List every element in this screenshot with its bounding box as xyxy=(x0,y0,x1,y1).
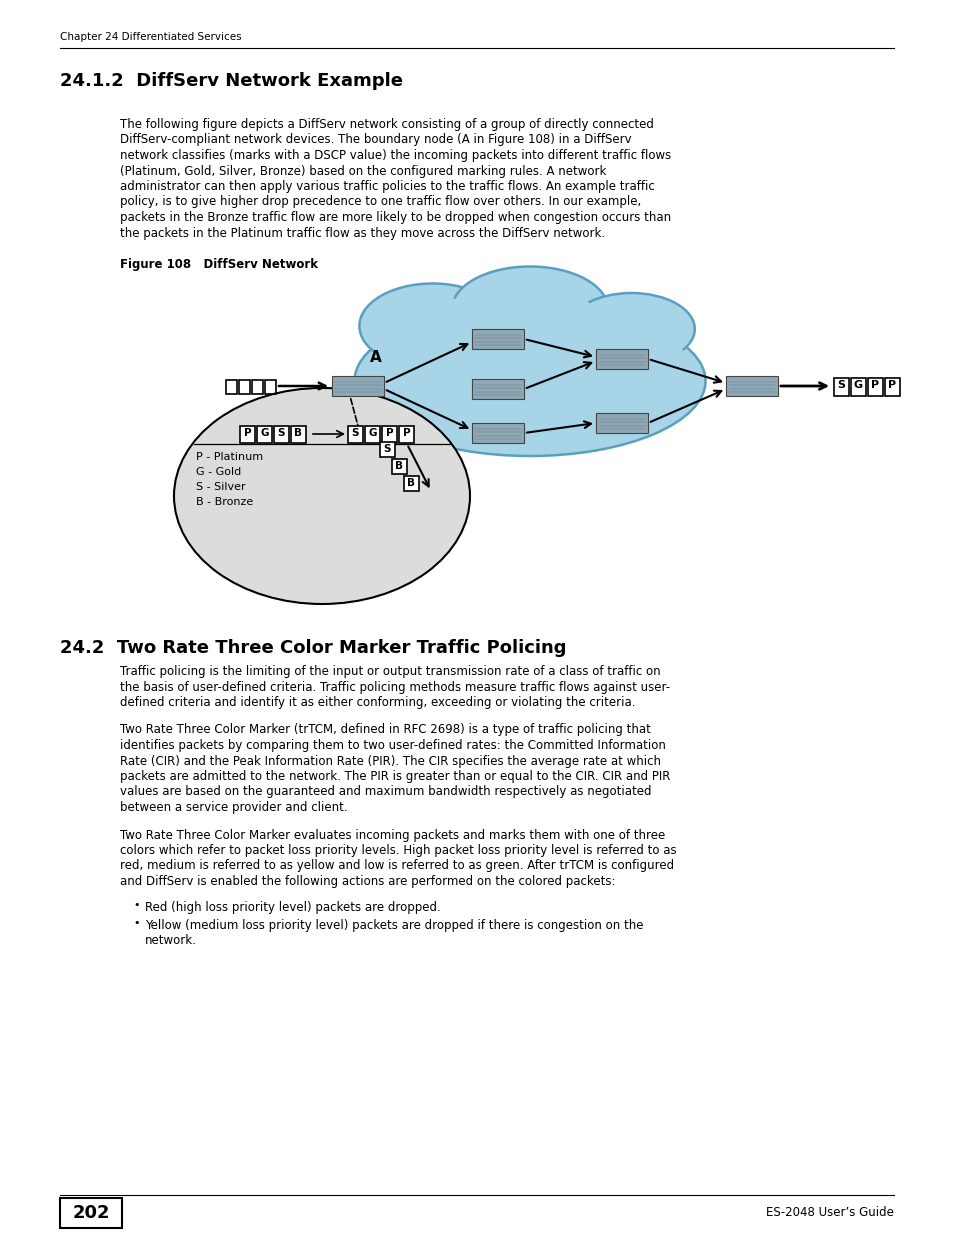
Text: P - Platinum: P - Platinum xyxy=(195,452,263,462)
Bar xyxy=(332,375,384,396)
Bar xyxy=(256,426,272,443)
Text: P: P xyxy=(243,429,251,438)
Text: B: B xyxy=(294,429,302,438)
Text: network classifies (marks with a DSCP value) the incoming packets into different: network classifies (marks with a DSCP va… xyxy=(120,149,671,162)
Text: G: G xyxy=(853,380,862,390)
Text: Yellow (medium loss priority level) packets are dropped if there is congestion o: Yellow (medium loss priority level) pack… xyxy=(145,919,643,931)
Text: packets in the Bronze traffic flow are more likely to be dropped when congestion: packets in the Bronze traffic flow are m… xyxy=(120,211,670,224)
Text: policy, is to give higher drop precedence to one traffic flow over others. In ou: policy, is to give higher drop precedenc… xyxy=(120,195,640,209)
Text: G: G xyxy=(368,429,376,438)
Bar xyxy=(291,426,306,443)
Text: S - Silver: S - Silver xyxy=(195,482,245,492)
Bar xyxy=(60,1198,122,1228)
Text: red, medium is referred to as yellow and low is referred to as green. After trTC: red, medium is referred to as yellow and… xyxy=(120,860,674,872)
Text: Traffic policing is the limiting of the input or output transmission rate of a c: Traffic policing is the limiting of the … xyxy=(120,664,659,678)
Text: defined criteria and identify it as either conforming, exceeding or violating th: defined criteria and identify it as eith… xyxy=(120,697,635,709)
Ellipse shape xyxy=(374,296,491,366)
Text: P: P xyxy=(385,429,393,438)
Text: B: B xyxy=(395,461,403,471)
Bar xyxy=(596,412,647,433)
Ellipse shape xyxy=(359,311,700,451)
Text: packets are admitted to the network. The PIR is greater than or equal to the CIR: packets are admitted to the network. The… xyxy=(120,769,670,783)
Bar xyxy=(226,380,236,394)
Text: values are based on the guaranteed and maximum bandwidth respectively as negotia: values are based on the guaranteed and m… xyxy=(120,785,651,799)
Bar xyxy=(392,459,407,474)
Bar xyxy=(265,380,275,394)
Bar xyxy=(884,378,899,396)
Bar xyxy=(348,426,363,443)
Text: administrator can then apply various traffic policies to the traffic flows. An e: administrator can then apply various tra… xyxy=(120,180,654,193)
Text: G - Gold: G - Gold xyxy=(195,467,241,477)
Text: identifies packets by comparing them to two user-defined rates: the Committed In: identifies packets by comparing them to … xyxy=(120,739,665,752)
Bar xyxy=(833,378,848,396)
Text: 24.1.2  DiffServ Network Example: 24.1.2 DiffServ Network Example xyxy=(60,72,402,90)
Ellipse shape xyxy=(355,306,705,456)
Ellipse shape xyxy=(582,306,679,366)
Bar xyxy=(379,442,395,457)
Bar xyxy=(365,426,379,443)
Text: 24.2  Two Rate Three Color Marker Traffic Policing: 24.2 Two Rate Three Color Marker Traffic… xyxy=(60,638,566,657)
Bar xyxy=(850,378,865,396)
Text: and DiffServ is enabled the following actions are performed on the colored packe: and DiffServ is enabled the following ac… xyxy=(120,876,615,888)
Bar xyxy=(274,426,289,443)
Text: the packets in the Platinum traffic flow as they move across the DiffServ networ: the packets in the Platinum traffic flow… xyxy=(120,226,604,240)
Bar xyxy=(381,426,396,443)
Bar xyxy=(472,424,523,443)
Text: S: S xyxy=(277,429,285,438)
Text: Two Rate Three Color Marker evaluates incoming packets and marks them with one o: Two Rate Three Color Marker evaluates in… xyxy=(120,829,664,841)
Text: The following figure depicts a DiffServ network consisting of a group of directl: The following figure depicts a DiffServ … xyxy=(120,119,653,131)
Text: DiffServ-compliant network devices. The boundary node (A in Figure 108) in a Dif: DiffServ-compliant network devices. The … xyxy=(120,133,631,147)
Text: S: S xyxy=(837,380,844,390)
Text: •: • xyxy=(132,919,139,929)
Text: P: P xyxy=(402,429,410,438)
Text: the basis of user-defined criteria. Traffic policing methods measure traffic flo: the basis of user-defined criteria. Traf… xyxy=(120,680,669,694)
Bar xyxy=(398,426,414,443)
Text: Rate (CIR) and the Peak Information Rate (PIR). The CIR specifies the average ra: Rate (CIR) and the Peak Information Rate… xyxy=(120,755,660,767)
Ellipse shape xyxy=(359,284,505,368)
Bar xyxy=(252,380,263,394)
Text: S: S xyxy=(383,445,391,454)
Bar xyxy=(867,378,882,396)
Bar xyxy=(725,375,778,396)
Ellipse shape xyxy=(452,267,607,352)
Bar xyxy=(240,426,254,443)
Text: Two Rate Three Color Marker (trTCM, defined in RFC 2698) is a type of traffic po: Two Rate Three Color Marker (trTCM, defi… xyxy=(120,724,650,736)
Text: Red (high loss priority level) packets are dropped.: Red (high loss priority level) packets a… xyxy=(145,900,440,914)
Text: G: G xyxy=(260,429,269,438)
Text: Chapter 24 Differentiated Services: Chapter 24 Differentiated Services xyxy=(60,32,241,42)
Bar xyxy=(403,475,418,492)
Bar xyxy=(239,380,250,394)
Text: P: P xyxy=(887,380,896,390)
Text: network.: network. xyxy=(145,934,196,947)
Text: •: • xyxy=(132,900,139,910)
Text: 202: 202 xyxy=(72,1204,110,1221)
Bar xyxy=(472,329,523,350)
Text: between a service provider and client.: between a service provider and client. xyxy=(120,802,347,814)
Ellipse shape xyxy=(173,388,470,604)
Ellipse shape xyxy=(466,280,593,352)
Text: ES-2048 User’s Guide: ES-2048 User’s Guide xyxy=(765,1207,893,1219)
Ellipse shape xyxy=(567,293,694,366)
Text: P: P xyxy=(870,380,879,390)
Bar xyxy=(472,379,523,399)
Text: B: B xyxy=(407,478,416,488)
Text: B - Bronze: B - Bronze xyxy=(195,496,253,508)
Text: A: A xyxy=(370,351,381,366)
Bar xyxy=(596,350,647,369)
Text: S: S xyxy=(352,429,359,438)
Text: colors which refer to packet loss priority levels. High packet loss priority lev: colors which refer to packet loss priori… xyxy=(120,844,676,857)
Text: (Platinum, Gold, Silver, Bronze) based on the configured marking rules. A networ: (Platinum, Gold, Silver, Bronze) based o… xyxy=(120,164,606,178)
Text: Figure 108   DiffServ Network: Figure 108 DiffServ Network xyxy=(120,258,317,270)
